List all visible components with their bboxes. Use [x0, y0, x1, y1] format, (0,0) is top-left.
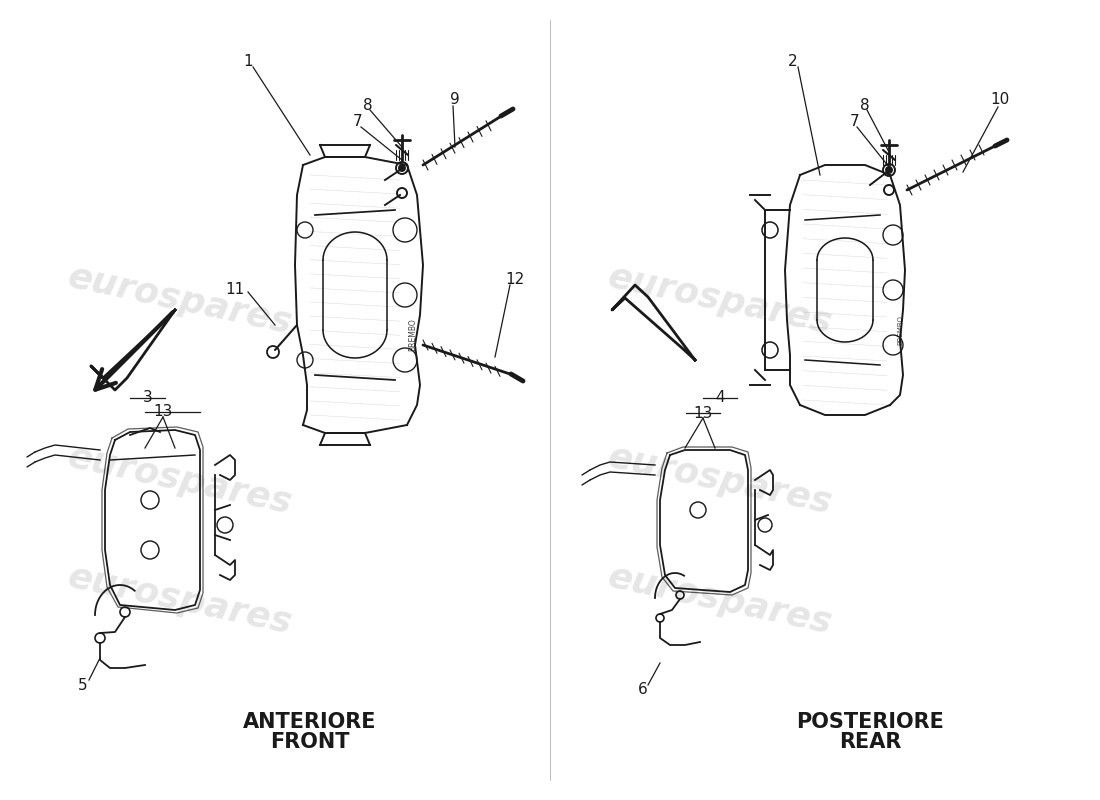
Text: 13: 13: [693, 406, 713, 421]
Text: 8: 8: [860, 98, 870, 113]
Text: 10: 10: [990, 93, 1010, 107]
Text: 7: 7: [850, 114, 860, 130]
Text: 12: 12: [505, 273, 525, 287]
Text: REAR: REAR: [839, 732, 901, 752]
Text: 5: 5: [78, 678, 88, 693]
Text: BREMBO: BREMBO: [896, 315, 903, 345]
Text: 4: 4: [715, 390, 725, 406]
Text: 7: 7: [353, 114, 363, 130]
Text: 8: 8: [363, 98, 373, 113]
Text: eurospares: eurospares: [65, 560, 295, 640]
Text: 9: 9: [450, 93, 460, 107]
Text: 11: 11: [226, 282, 244, 298]
Text: eurospares: eurospares: [605, 560, 835, 640]
Text: 1: 1: [243, 54, 253, 70]
Text: POSTERIORE: POSTERIORE: [796, 712, 944, 732]
Text: 3: 3: [143, 390, 153, 406]
Circle shape: [399, 165, 405, 171]
Text: 6: 6: [638, 682, 648, 698]
Text: eurospares: eurospares: [65, 260, 295, 340]
Text: BREMBO: BREMBO: [408, 318, 418, 351]
Circle shape: [886, 167, 892, 173]
Text: ANTERIORE: ANTERIORE: [243, 712, 376, 732]
Text: 2: 2: [789, 54, 797, 70]
Text: 13: 13: [153, 405, 173, 419]
Text: FRONT: FRONT: [271, 732, 350, 752]
Text: eurospares: eurospares: [605, 440, 835, 520]
Text: eurospares: eurospares: [605, 260, 835, 340]
Text: eurospares: eurospares: [65, 440, 295, 520]
